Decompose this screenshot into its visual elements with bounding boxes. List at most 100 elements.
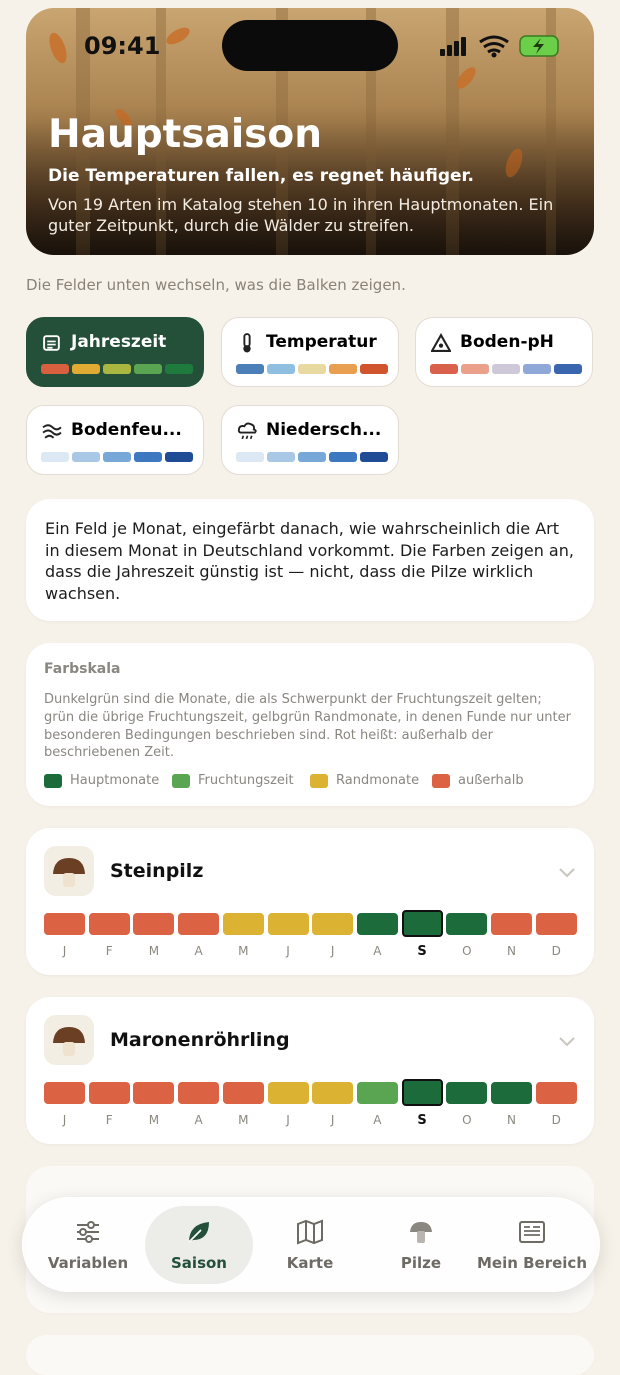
screen: {"status": {"time": "09:41"}, "hero": {"…: [22, 8, 600, 1375]
legend-label: Fruchtungszeit: [198, 773, 294, 788]
mode-swatch: [134, 452, 162, 462]
month-label: J: [62, 1113, 67, 1127]
hero-subtitle: Die Temperaturen fallen, es regnet häufi…: [48, 166, 474, 186]
mode-swatch: [103, 452, 131, 462]
month-cell: [222, 1082, 264, 1104]
mode-icon: [42, 333, 62, 357]
month-cell: [535, 913, 577, 935]
mode-button[interactable]: Temperatur: [221, 317, 399, 387]
chevron[interactable]: [558, 864, 576, 883]
tab-label: Karte: [286, 1254, 334, 1272]
month-cell: [491, 913, 532, 935]
tab-label: Mein Bereich: [476, 1254, 588, 1272]
legend-swatch: [310, 774, 328, 788]
month-label: A: [194, 1113, 203, 1127]
mode-button[interactable]: Niedersch...: [221, 405, 399, 475]
mode-swatch: [236, 364, 264, 374]
tab-label: Saison: [171, 1254, 227, 1272]
description: Ein Feld je Monat, eingefärbt danach, wi…: [45, 519, 574, 603]
tab[interactable]: Karte: [254, 1198, 366, 1291]
month-cell: [133, 913, 175, 935]
month-cell: [267, 913, 309, 935]
hint: Die Felder unten wechseln, was die Balke…: [26, 276, 406, 294]
month-label: J: [286, 1113, 290, 1127]
tab-bar: Variablen Saison Karte Pilze Mein Bereich: [22, 1197, 600, 1292]
hero-text: Von 19 Arten im Katalog stehen 10 in ihr…: [48, 195, 554, 235]
mode-label: Boden-pH: [460, 332, 554, 352]
mode-swatch: [267, 364, 295, 374]
species-card[interactable]: Maronenröhrling J F M A M J J A S O N D: [26, 997, 594, 1144]
mode-swatch: [360, 364, 388, 374]
species-card[interactable]: Steinpilz J F M A M J J A S O N D: [26, 828, 594, 975]
mode-swatch: [134, 364, 162, 374]
tab[interactable]: Saison: [143, 1198, 255, 1291]
species-icon: [44, 1015, 94, 1065]
month-cell: [356, 913, 398, 935]
month-label: M: [148, 1113, 160, 1127]
mode-swatch: [72, 452, 100, 462]
mode-button[interactable]: Bodenfeu...: [26, 405, 204, 475]
tab-icon: [185, 1218, 213, 1250]
month-label: M: [238, 1113, 249, 1127]
month-label: F: [105, 944, 113, 958]
mode-swatch: [554, 364, 582, 374]
month-cell: [178, 1082, 220, 1104]
month-label: O: [462, 1113, 472, 1127]
mode-swatch: [329, 364, 357, 374]
legend-text: Dunkelgrün sind die Monate, die als Schw…: [44, 692, 571, 761]
month-label: J: [330, 944, 335, 958]
mode-label: Jahreszeit: [71, 332, 167, 352]
month-cell: [88, 913, 130, 935]
mode-swatch: [41, 452, 69, 462]
month-label: J: [62, 944, 67, 958]
month-label: S: [417, 1113, 427, 1128]
month-cell: [44, 1082, 85, 1104]
month-cell: [535, 1082, 577, 1104]
mode-swatch: [236, 452, 264, 462]
month-cell: [446, 913, 488, 935]
tab-label: Variablen: [47, 1254, 129, 1272]
legend-title: Farbskala: [44, 661, 121, 677]
mode-swatch: [492, 364, 520, 374]
mode-swatch: [298, 452, 326, 462]
mode-label: Temperatur: [266, 332, 377, 352]
tab-icon: [74, 1218, 102, 1250]
tab[interactable]: Pilze: [365, 1198, 477, 1291]
chevron[interactable]: [558, 1033, 576, 1052]
mode-icon: [237, 421, 257, 445]
month-label: O: [462, 944, 472, 958]
hero: 09:41 Hauptsaison Die Temperaturen falle…: [26, 8, 594, 255]
month-label: A: [373, 944, 382, 958]
mode-icon: [42, 421, 62, 445]
mode-button[interactable]: Jahreszeit: [26, 317, 204, 387]
species-name: Steinpilz: [110, 860, 204, 882]
mode-swatch: [103, 364, 131, 374]
month-label: D: [551, 1113, 561, 1127]
mode-label: Bodenfeu...: [71, 420, 182, 440]
month-label: J: [286, 944, 290, 958]
month-label: A: [194, 944, 203, 958]
mode-swatch: [41, 364, 69, 374]
mode-swatch: [298, 364, 326, 374]
species-name: Maronenröhrling: [110, 1029, 290, 1051]
month-cell: [446, 1082, 488, 1104]
month-label: D: [551, 944, 561, 958]
status-icons: [440, 35, 559, 58]
tab[interactable]: Mein Bereich: [476, 1198, 588, 1291]
month-cell: [356, 1082, 398, 1104]
month-cell: [312, 913, 354, 935]
month-cell: [178, 913, 220, 935]
month-label: F: [105, 1113, 113, 1127]
tab-icon: [518, 1218, 546, 1250]
tab[interactable]: Variablen: [32, 1198, 144, 1291]
month-cell: [267, 1082, 309, 1104]
legend-swatch: [432, 774, 450, 788]
mode-button[interactable]: Boden-pH: [415, 317, 593, 387]
month-cell: [312, 1082, 354, 1104]
mode-swatch: [523, 364, 551, 374]
month-label: M: [238, 944, 249, 958]
legend-card: Farbskala Dunkelgrün sind die Monate, di…: [26, 643, 594, 806]
legend-swatch: [44, 774, 62, 788]
mode-swatch: [461, 364, 489, 374]
tab-label: Pilze: [400, 1254, 442, 1272]
